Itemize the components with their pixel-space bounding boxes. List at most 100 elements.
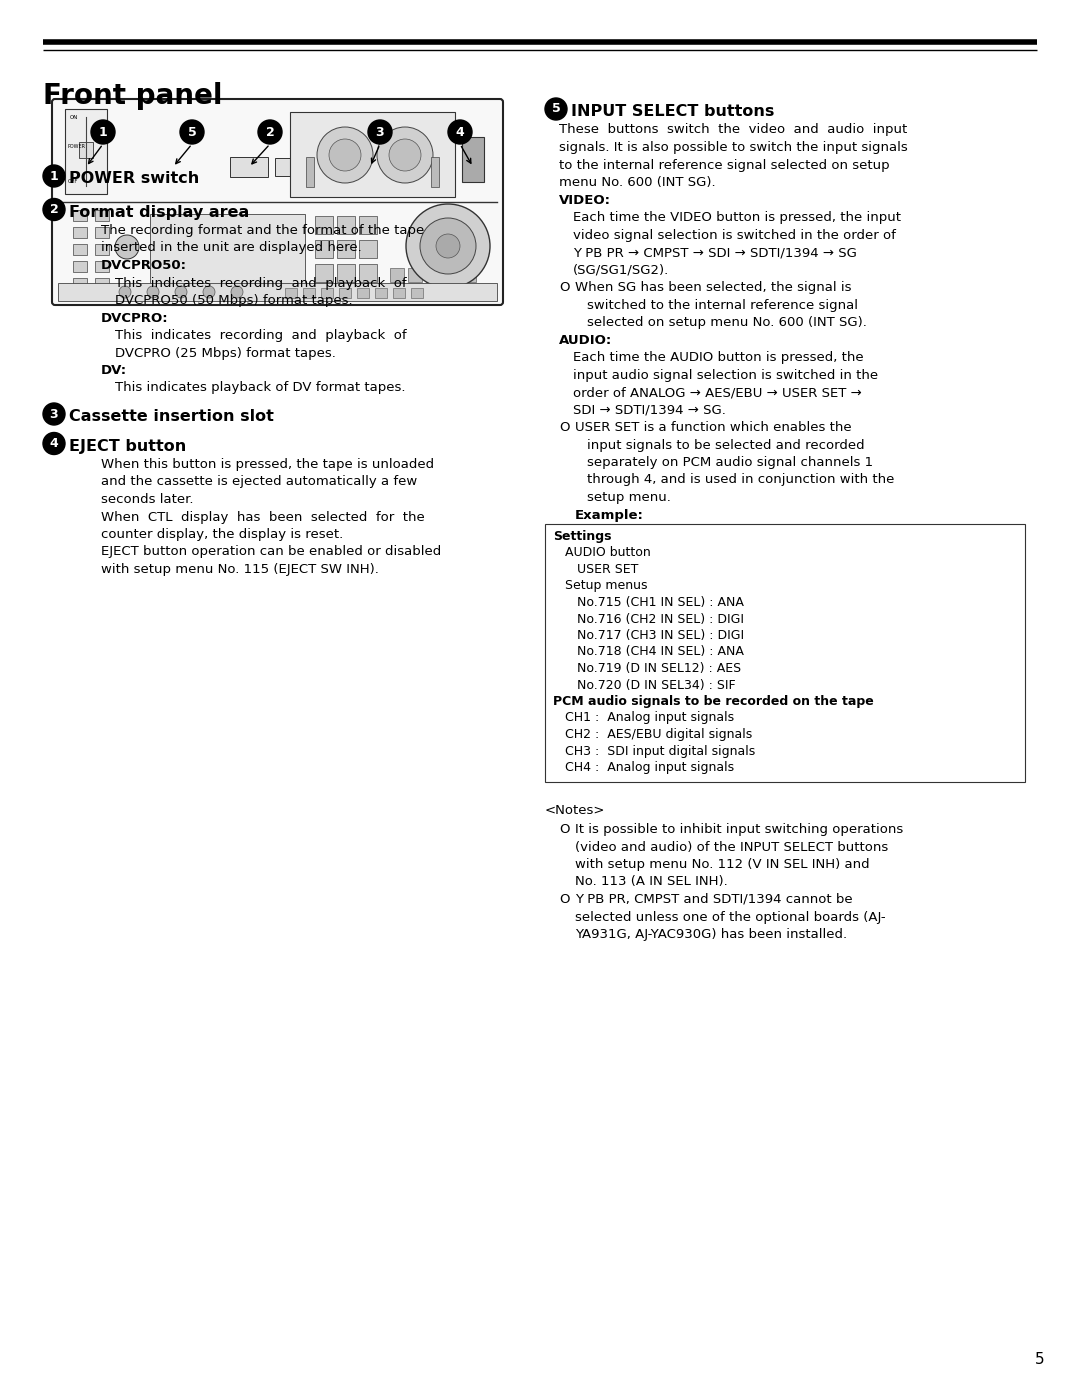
Text: Y PB PR, CMPST and SDTI/1394 cannot be: Y PB PR, CMPST and SDTI/1394 cannot be: [575, 893, 852, 907]
Text: OFF: OFF: [68, 179, 79, 184]
Bar: [393, 288, 405, 298]
Text: ON: ON: [70, 115, 79, 120]
Text: CH3 :  SDI input digital signals: CH3 : SDI input digital signals: [565, 745, 755, 757]
Circle shape: [203, 286, 215, 298]
Text: 5: 5: [552, 102, 561, 116]
Circle shape: [545, 98, 567, 120]
Circle shape: [175, 286, 187, 298]
Text: POWER: POWER: [68, 144, 86, 148]
Text: AUDIO:: AUDIO:: [559, 334, 612, 346]
Text: <Notes>: <Notes>: [545, 803, 606, 816]
Bar: [462, 137, 484, 182]
Bar: [359, 240, 377, 258]
Text: selected unless one of the optional boards (AJ-: selected unless one of the optional boar…: [575, 911, 886, 923]
Text: with setup menu No. 112 (V IN SEL INH) and: with setup menu No. 112 (V IN SEL INH) a…: [575, 858, 869, 870]
Text: 2: 2: [50, 203, 58, 217]
Text: No.719 (D IN SEL12) : AES: No.719 (D IN SEL12) : AES: [577, 662, 741, 675]
Text: POWER switch: POWER switch: [69, 170, 199, 186]
Circle shape: [43, 433, 65, 454]
Bar: [95, 244, 109, 256]
Text: through 4, and is used in conjunction with the: through 4, and is used in conjunction wi…: [588, 474, 894, 486]
Bar: [321, 288, 333, 298]
Text: O: O: [559, 420, 569, 434]
Bar: [291, 112, 455, 197]
Text: with setup menu No. 115 (EJECT SW INH).: with setup menu No. 115 (EJECT SW INH).: [102, 563, 379, 576]
Bar: [79, 142, 93, 158]
Bar: [315, 264, 333, 282]
Circle shape: [231, 286, 243, 298]
Text: PCM audio signals to be recorded on the tape: PCM audio signals to be recorded on the …: [553, 694, 874, 708]
Text: CH4 :  Analog input signals: CH4 : Analog input signals: [565, 761, 734, 774]
Text: 4: 4: [456, 126, 464, 138]
Bar: [73, 278, 87, 289]
Bar: [411, 288, 423, 298]
Bar: [337, 264, 355, 282]
Circle shape: [420, 218, 476, 274]
Text: inserted in the unit are displayed here.: inserted in the unit are displayed here.: [102, 242, 362, 254]
Text: This indicates playback of DV format tapes.: This indicates playback of DV format tap…: [114, 381, 405, 394]
Bar: [390, 268, 404, 282]
Bar: [426, 268, 440, 282]
Text: No.716 (CH2 IN SEL) : DIGI: No.716 (CH2 IN SEL) : DIGI: [577, 612, 744, 626]
Text: No. 113 (A IN SEL INH).: No. 113 (A IN SEL INH).: [575, 876, 728, 888]
Bar: [337, 217, 355, 235]
Text: 1: 1: [98, 126, 107, 138]
Text: EJECT button: EJECT button: [69, 439, 186, 454]
Text: It is possible to inhibit input switching operations: It is possible to inhibit input switchin…: [575, 823, 903, 835]
Text: When this button is pressed, the tape is unloaded: When this button is pressed, the tape is…: [102, 458, 434, 471]
Bar: [357, 288, 369, 298]
Bar: [95, 261, 109, 272]
Bar: [359, 264, 377, 282]
Bar: [73, 244, 87, 256]
Text: CH2 :  AES/EBU digital signals: CH2 : AES/EBU digital signals: [565, 728, 753, 740]
Bar: [73, 261, 87, 272]
Text: separately on PCM audio signal channels 1: separately on PCM audio signal channels …: [588, 455, 873, 469]
Text: Front panel: Front panel: [43, 82, 222, 110]
Circle shape: [43, 165, 65, 187]
Text: These  buttons  switch  the  video  and  audio  input: These buttons switch the video and audio…: [559, 123, 907, 137]
Circle shape: [389, 138, 421, 170]
Text: to the internal reference signal selected on setup: to the internal reference signal selecte…: [559, 158, 890, 172]
Text: Settings: Settings: [553, 529, 611, 543]
Circle shape: [448, 120, 472, 144]
Circle shape: [318, 127, 373, 183]
Text: Each time the AUDIO button is pressed, the: Each time the AUDIO button is pressed, t…: [573, 351, 864, 365]
Text: No.720 (D IN SEL34) : SIF: No.720 (D IN SEL34) : SIF: [577, 679, 735, 692]
Text: switched to the internal reference signal: switched to the internal reference signa…: [588, 299, 858, 312]
Bar: [431, 156, 438, 187]
Text: DVCPRO (25 Mbps) format tapes.: DVCPRO (25 Mbps) format tapes.: [114, 346, 336, 359]
Text: input audio signal selection is switched in the: input audio signal selection is switched…: [573, 369, 878, 381]
Bar: [73, 226, 87, 237]
Circle shape: [436, 235, 460, 258]
Text: AUDIO button: AUDIO button: [565, 546, 651, 560]
Circle shape: [91, 120, 114, 144]
Text: setup menu.: setup menu.: [588, 490, 671, 504]
Text: SDI → SDTI/1394 → SG.: SDI → SDTI/1394 → SG.: [573, 404, 726, 416]
Text: video signal selection is switched in the order of: video signal selection is switched in th…: [573, 229, 896, 242]
FancyBboxPatch shape: [52, 99, 503, 305]
Circle shape: [329, 138, 361, 170]
Circle shape: [377, 127, 433, 183]
Text: The recording format and the format of the tape: The recording format and the format of t…: [102, 224, 424, 237]
Text: No.717 (CH3 IN SEL) : DIGI: No.717 (CH3 IN SEL) : DIGI: [577, 629, 744, 643]
Text: No.718 (CH4 IN SEL) : ANA: No.718 (CH4 IN SEL) : ANA: [577, 645, 744, 658]
Bar: [315, 217, 333, 235]
Circle shape: [180, 120, 204, 144]
Circle shape: [119, 286, 131, 298]
Bar: [95, 278, 109, 289]
Bar: [175, 286, 189, 295]
Bar: [285, 288, 297, 298]
Text: No.715 (CH1 IN SEL) : ANA: No.715 (CH1 IN SEL) : ANA: [577, 597, 744, 609]
Bar: [444, 268, 458, 282]
Text: 5: 5: [1036, 1352, 1044, 1368]
Text: YA931G, AJ-YAC930G) has been installed.: YA931G, AJ-YAC930G) has been installed.: [575, 928, 847, 942]
Circle shape: [258, 120, 282, 144]
Text: DVCPRO:: DVCPRO:: [102, 312, 168, 324]
Text: This  indicates  recording  and  playback  of: This indicates recording and playback of: [114, 330, 407, 342]
Text: order of ANALOG → AES/EBU → USER SET →: order of ANALOG → AES/EBU → USER SET →: [573, 386, 862, 400]
Text: DVCPRO50 (50 Mbps) format tapes.: DVCPRO50 (50 Mbps) format tapes.: [114, 293, 353, 307]
Bar: [462, 268, 476, 282]
Text: EJECT button operation can be enabled or disabled: EJECT button operation can be enabled or…: [102, 545, 442, 559]
Text: 4: 4: [50, 437, 58, 450]
Text: 2: 2: [266, 126, 274, 138]
